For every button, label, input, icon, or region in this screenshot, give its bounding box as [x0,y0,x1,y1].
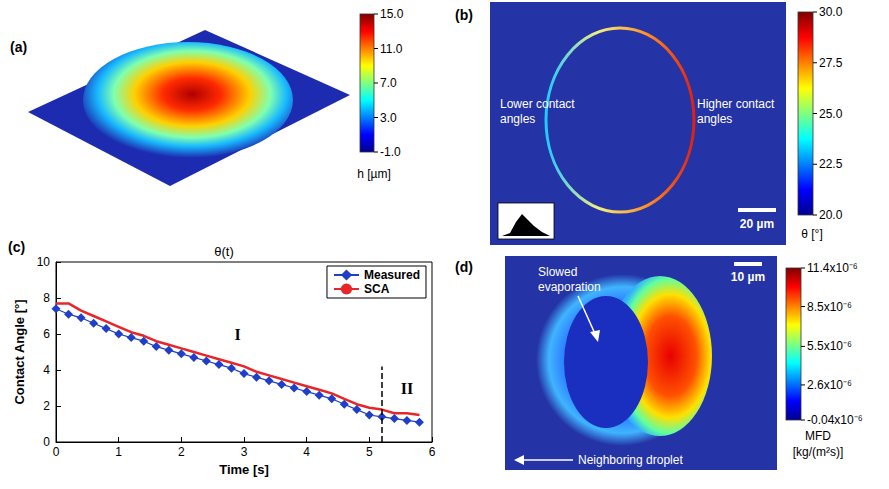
svg-text:Higher contact: Higher contact [697,97,775,111]
svg-text:6: 6 [43,327,50,341]
svg-text:3: 3 [241,445,248,459]
svg-text:(c): (c) [8,239,25,255]
svg-text:Lower contact: Lower contact [500,97,575,111]
svg-text:3.0: 3.0 [380,111,397,125]
svg-text:30.0: 30.0 [819,5,843,19]
svg-text:2: 2 [178,445,185,459]
svg-text:θ(t): θ(t) [214,244,234,259]
svg-text:11.0: 11.0 [380,42,403,56]
svg-text:8.5x10⁻⁶: 8.5x10⁻⁶ [807,300,852,314]
svg-text:(d): (d) [455,259,473,275]
svg-text:Neighboring droplet: Neighboring droplet [578,453,683,467]
svg-text:5.5x10⁻⁶: 5.5x10⁻⁶ [807,339,852,353]
svg-text:Time [s]: Time [s] [219,462,269,477]
svg-text:(a): (a) [10,39,27,55]
svg-text:evaporation: evaporation [538,280,601,294]
svg-text:20.0: 20.0 [819,208,843,222]
svg-text:Measured: Measured [364,268,420,282]
svg-text:25.0: 25.0 [819,107,843,121]
svg-text:I: I [235,326,241,343]
svg-text:11.4x10⁻⁶: 11.4x10⁻⁶ [807,261,858,275]
svg-text:22.5: 22.5 [819,157,843,171]
svg-text:MFD: MFD [805,429,831,443]
svg-text:[kg/(m²s)]: [kg/(m²s)] [793,445,844,459]
svg-text:θ [°]: θ [°] [801,227,822,241]
svg-text:0: 0 [53,445,60,459]
svg-text:-1.0: -1.0 [380,145,401,159]
svg-text:27.5: 27.5 [819,56,843,70]
svg-text:5: 5 [366,445,373,459]
svg-text:SCA: SCA [364,282,390,296]
svg-text:angles: angles [697,112,732,126]
svg-text:h [µm]: h [µm] [357,167,391,181]
svg-text:10: 10 [37,255,51,269]
svg-text:8: 8 [43,291,50,305]
svg-text:1: 1 [115,445,122,459]
svg-text:-0.04x10⁻⁶: -0.04x10⁻⁶ [807,413,863,427]
svg-text:4: 4 [303,445,310,459]
svg-text:7.0: 7.0 [380,76,397,90]
svg-text:4: 4 [43,363,50,377]
svg-text:20 µm: 20 µm [740,217,774,231]
svg-text:II: II [401,380,413,397]
svg-text:2: 2 [43,399,50,413]
svg-text:15.0: 15.0 [380,7,404,21]
svg-text:Slowed: Slowed [538,265,577,279]
svg-text:angles: angles [500,112,535,126]
svg-text:(b): (b) [455,7,473,23]
svg-text:0: 0 [43,435,50,449]
svg-text:2.6x10⁻⁶: 2.6x10⁻⁶ [807,378,852,392]
svg-text:6: 6 [429,445,436,459]
svg-text:Contact Angle [°]: Contact Angle [°] [12,299,27,404]
svg-text:10 µm: 10 µm [731,270,765,284]
